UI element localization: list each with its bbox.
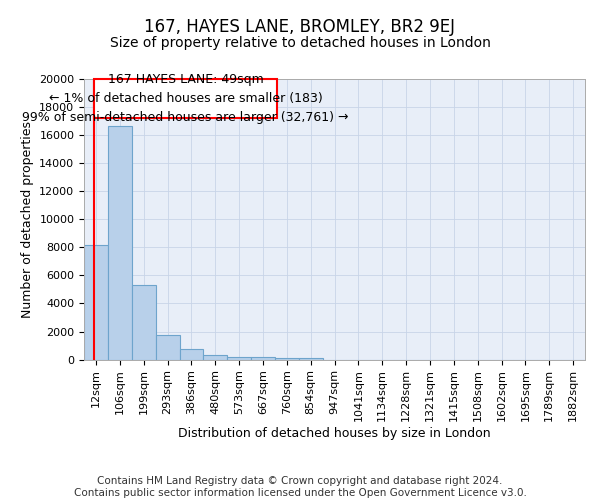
Bar [203, 354, 227, 360]
Text: Size of property relative to detached houses in London: Size of property relative to detached ho… [110, 36, 490, 50]
Text: 167, HAYES LANE, BROMLEY, BR2 9EJ: 167, HAYES LANE, BROMLEY, BR2 9EJ [145, 18, 455, 36]
Bar [251, 357, 275, 360]
FancyBboxPatch shape [94, 79, 277, 118]
Bar [179, 349, 203, 360]
Bar [132, 285, 155, 360]
X-axis label: Distribution of detached houses by size in London: Distribution of detached houses by size … [178, 427, 491, 440]
Text: 167 HAYES LANE: 49sqm
← 1% of detached houses are smaller (183)
99% of semi-deta: 167 HAYES LANE: 49sqm ← 1% of detached h… [22, 73, 349, 124]
Bar [227, 356, 251, 360]
Bar [84, 246, 108, 360]
Text: Contains HM Land Registry data © Crown copyright and database right 2024.
Contai: Contains HM Land Registry data © Crown c… [74, 476, 526, 498]
Bar [108, 126, 132, 360]
Bar [299, 358, 323, 360]
Bar [275, 358, 299, 360]
Y-axis label: Number of detached properties: Number of detached properties [21, 121, 34, 318]
Bar [155, 335, 179, 359]
